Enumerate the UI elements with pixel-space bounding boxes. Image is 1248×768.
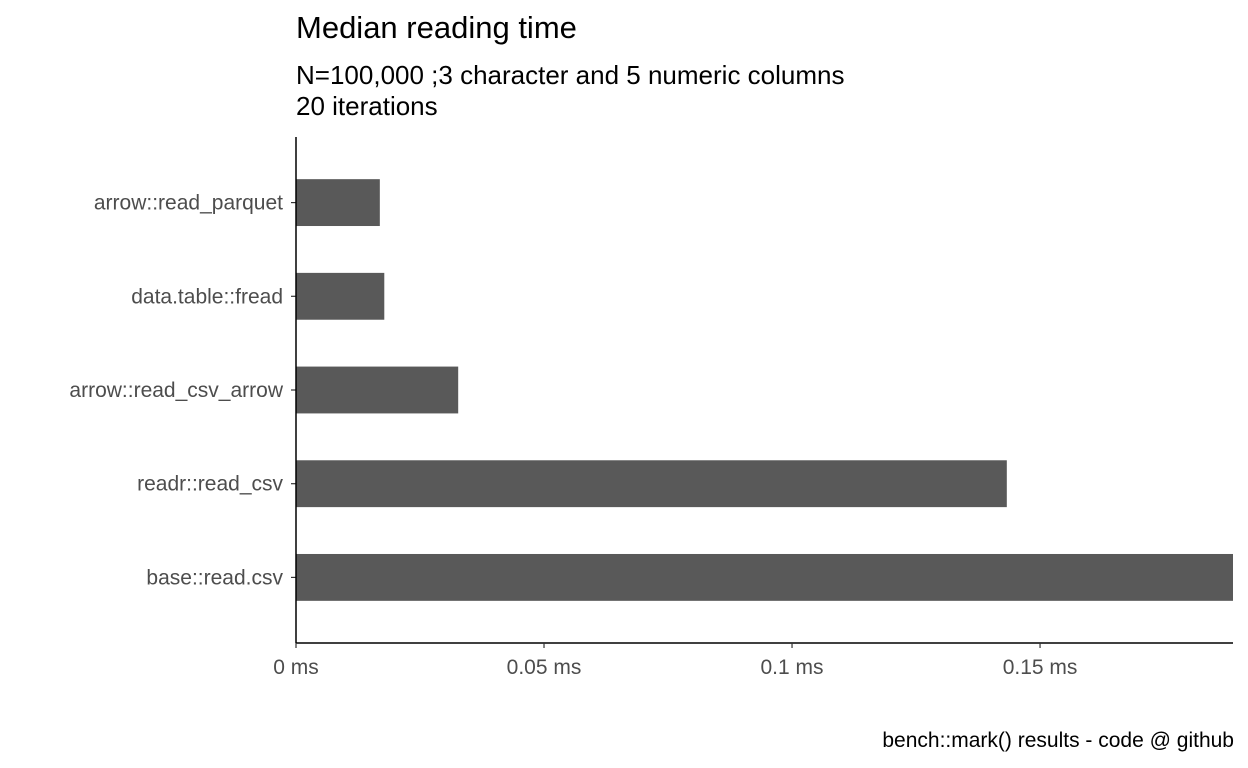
bar-readr-read-csv xyxy=(296,460,1007,508)
chart-subtitle: N=100,000 ;3 character and 5 numeric col… xyxy=(296,60,845,121)
bar-base-read-csv xyxy=(296,553,1233,601)
chart-caption: bench::mark() results - code @ github xyxy=(882,729,1234,752)
y-tick-label: data.table::fread xyxy=(131,285,283,308)
y-tick-label: arrow::read_parquet xyxy=(94,192,283,215)
x-tick-label: 0.15 ms xyxy=(1003,656,1078,679)
y-tick-label: arrow::read_csv_arrow xyxy=(69,379,283,402)
y-tick-label: base::read.csv xyxy=(146,566,283,589)
x-tick-label: 0.05 ms xyxy=(507,656,582,679)
x-tick-label: 0 ms xyxy=(273,656,319,679)
bar-arrow-read-parquet xyxy=(296,179,380,227)
x-tick-label: 0.1 ms xyxy=(761,656,824,679)
chart-title: Median reading time xyxy=(296,10,577,45)
y-tick-label: readr::read_csv xyxy=(137,473,283,496)
bar-data-table-fread xyxy=(296,272,385,320)
bar-arrow-read-csv-arrow xyxy=(296,366,459,414)
